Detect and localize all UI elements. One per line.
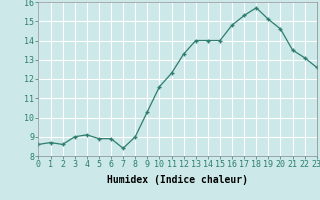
X-axis label: Humidex (Indice chaleur): Humidex (Indice chaleur) — [107, 175, 248, 185]
